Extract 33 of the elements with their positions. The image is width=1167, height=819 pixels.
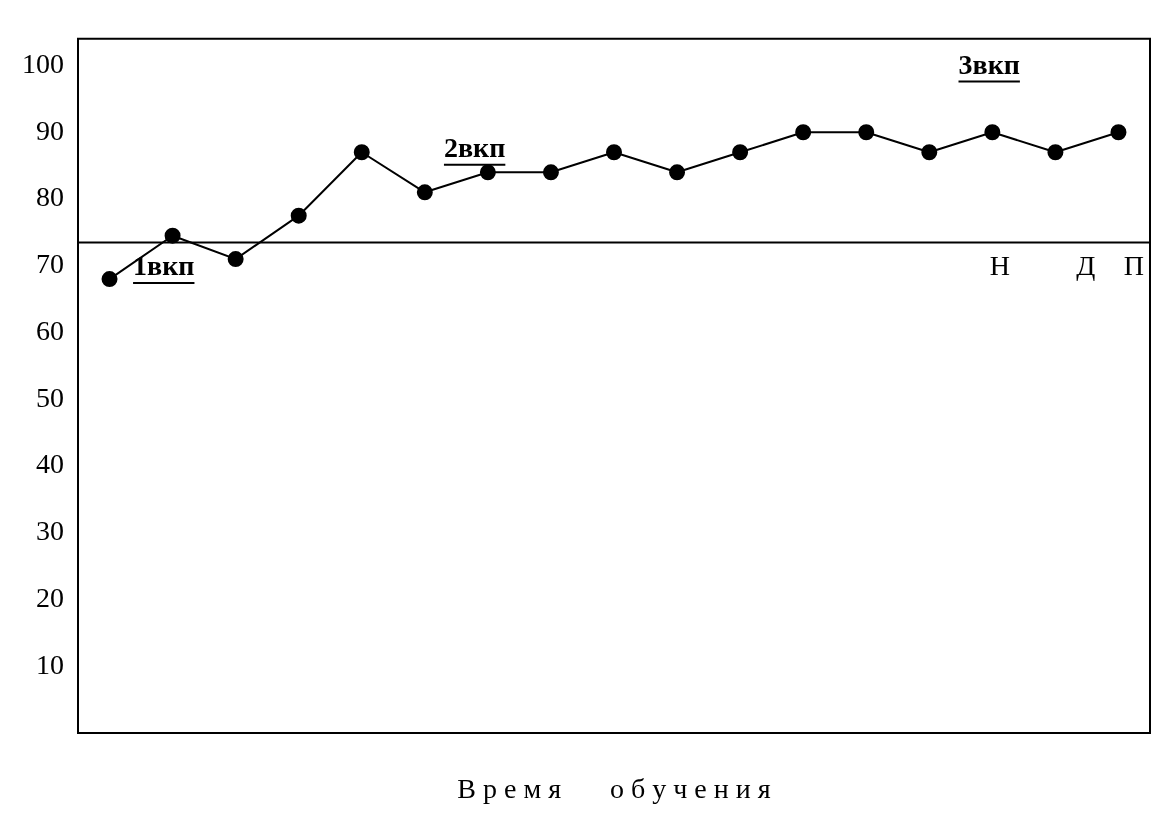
y-tick-label: 40 [36,448,64,480]
point [290,207,307,224]
point [984,124,1001,141]
point [795,124,812,141]
annotation: 3вкп [958,48,1020,80]
point [479,164,496,181]
point [416,184,433,201]
point [606,144,622,161]
annotation: Д [1076,250,1096,282]
point [669,164,686,181]
y-tick-label: 60 [36,314,64,346]
annotation: 1вкп [133,250,195,282]
point [101,271,118,288]
annotation: П [1123,250,1145,282]
point [227,251,244,268]
y-tick-label: 30 [36,515,64,547]
y-tick-label: 100 [22,47,64,79]
point [353,144,370,161]
point [921,144,938,161]
point [858,124,875,141]
y-tick-label: 50 [36,381,64,413]
point [1047,144,1064,161]
point [542,164,559,181]
annotation: 2вкп [443,132,506,164]
y-tick-label: 80 [36,181,64,213]
point [1110,124,1127,141]
x-axis-title: В р е м я о б у ч е н и я [457,772,771,804]
point [732,144,749,161]
annotation: Н [989,250,1011,282]
y-tick-label: 10 [36,648,64,680]
y-tick-label: 20 [36,581,64,613]
y-tick-label: 70 [36,248,64,280]
y-tick-label: 90 [36,114,64,146]
